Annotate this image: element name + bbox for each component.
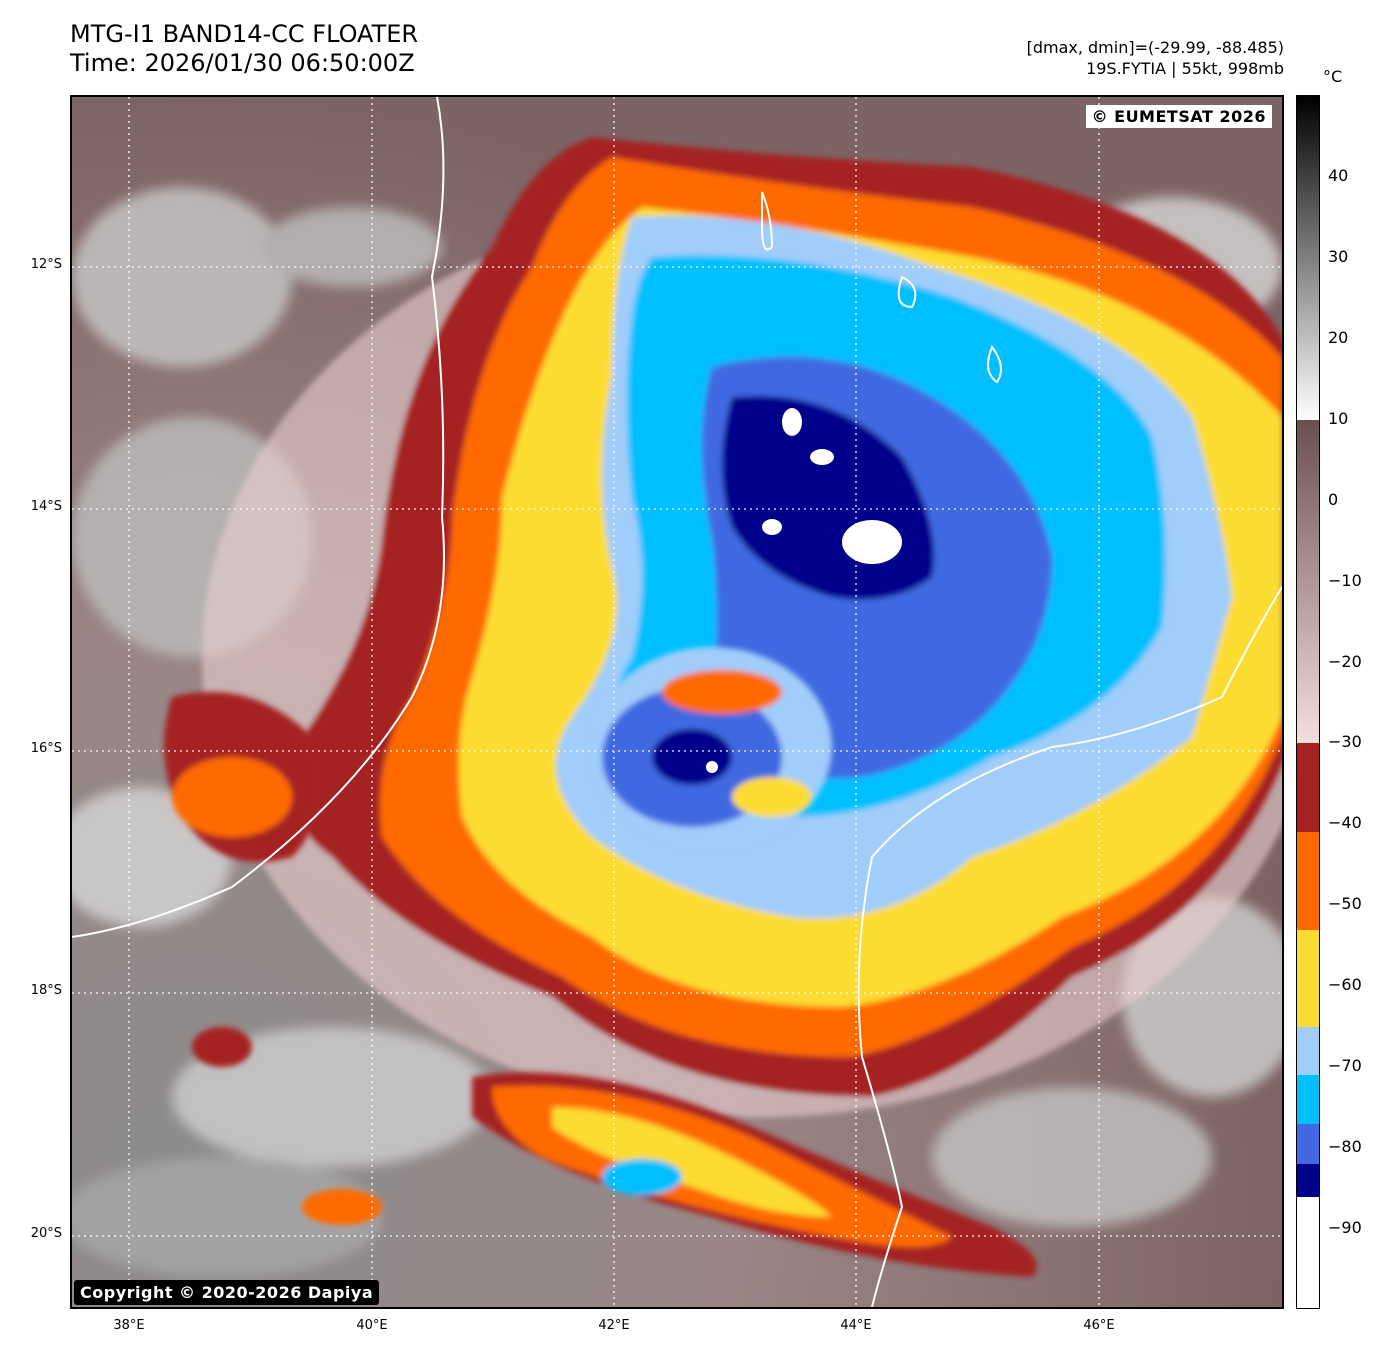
lon-label-40e: 40°E	[356, 1318, 388, 1333]
colorbar-segment	[1297, 929, 1319, 1027]
storm-info: 19S.FYTIA | 55kt, 998mb	[1086, 59, 1284, 78]
eumetsat-copyright: © EUMETSAT 2026	[1085, 105, 1272, 128]
colorbar-tick-label: 20	[1328, 327, 1349, 347]
colorbar-segment	[1297, 419, 1319, 744]
colorbar-tick-label: 30	[1328, 246, 1349, 266]
colorbar-segment	[1297, 1026, 1319, 1076]
chart-title: MTG-I1 BAND14-CC FLOATER	[70, 20, 419, 48]
colorbar-tick-label: −20	[1328, 651, 1362, 671]
colorbar-segment	[1297, 743, 1319, 833]
lat-label-12s: 12°S	[30, 257, 62, 272]
colorbar-segment	[1297, 1075, 1319, 1124]
colorbar-segment	[1297, 96, 1319, 420]
colorbar-tick-label: −70	[1328, 1056, 1362, 1076]
colorbar-tick-label: −80	[1328, 1137, 1362, 1157]
lat-label-16s: 16°S	[30, 741, 62, 756]
colorbar-segment	[1297, 1196, 1319, 1308]
colorbar-tick-label: −90	[1328, 1218, 1362, 1238]
title-block: MTG-I1 BAND14-CC FLOATER Time: 2026/01/3…	[70, 20, 418, 78]
lat-label-18s: 18°S	[30, 983, 62, 998]
colorbar-segment	[1297, 832, 1319, 930]
colorbar-unit: °C	[1323, 67, 1343, 86]
colorbar-tick-label: −10	[1328, 570, 1362, 590]
colorbar-tick-label: −30	[1328, 732, 1362, 752]
lon-label-44e: 44°E	[840, 1318, 872, 1333]
time-stamp: Time: 2026/01/30 06:50:00Z	[70, 49, 415, 77]
lat-label-20s: 20°S	[30, 1226, 62, 1241]
lon-label-46e: 46°E	[1083, 1318, 1115, 1333]
lon-label-38e: 38°E	[113, 1318, 145, 1333]
colorbar-tick-label: −40	[1328, 813, 1362, 833]
colorbar-tick-label: 40	[1328, 165, 1349, 185]
colorbar-tick-label: 0	[1328, 489, 1339, 509]
colorbar-tick-label: −50	[1328, 894, 1362, 914]
lon-label-42e: 42°E	[598, 1318, 630, 1333]
colorbar-tick-label: −60	[1328, 975, 1362, 995]
colorbar-segment	[1297, 1123, 1319, 1165]
colorbar-tick-label: 10	[1328, 408, 1349, 428]
satellite-image: © EUMETSAT 2026 Copyright © 2020-2026 Da…	[70, 95, 1284, 1309]
dapiya-copyright: Copyright © 2020-2026 Dapiya	[74, 1280, 380, 1305]
lat-label-14s: 14°S	[30, 499, 62, 514]
info-block: [dmax, dmin]=(-29.99, -88.485) 19S.FYTIA…	[1027, 37, 1284, 79]
dmax-dmin-readout: [dmax, dmin]=(-29.99, -88.485)	[1026, 38, 1284, 57]
colorbar	[1296, 95, 1320, 1309]
colorbar-segment	[1297, 1164, 1319, 1197]
